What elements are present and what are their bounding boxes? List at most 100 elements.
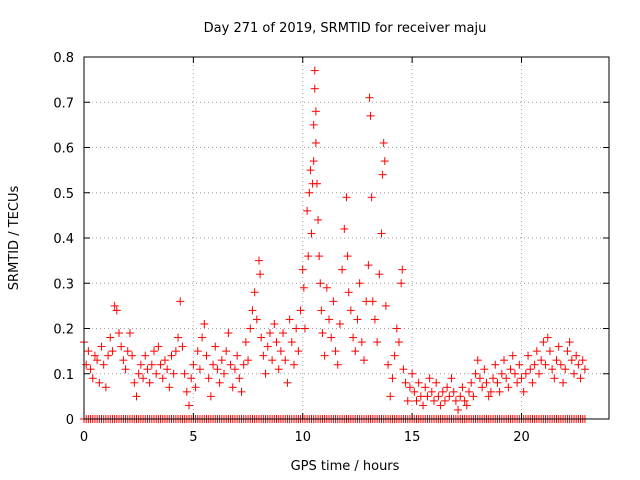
data-point [390, 351, 399, 360]
y-tick-label: 0.1 [53, 368, 74, 383]
data-point [379, 138, 388, 147]
data-point [167, 351, 176, 360]
data-point [401, 378, 410, 387]
data-point [530, 360, 539, 369]
data-point [195, 365, 204, 374]
data-point [451, 396, 460, 405]
data-point [314, 215, 323, 224]
x-tick-label: 15 [404, 430, 421, 445]
data-point [521, 369, 530, 378]
data-point [130, 378, 139, 387]
data-point [370, 315, 379, 324]
data-point [191, 383, 200, 392]
data-point [331, 347, 340, 356]
y-tick-label: 0.7 [53, 96, 74, 111]
y-tick-label: 0.3 [53, 277, 74, 292]
data-point [357, 338, 366, 347]
data-point [526, 365, 535, 374]
data-point [294, 347, 303, 356]
data-point [508, 351, 517, 360]
data-point [408, 369, 417, 378]
data-point [489, 374, 498, 383]
data-point [539, 338, 548, 347]
data-point [342, 193, 351, 202]
data-point [189, 360, 198, 369]
data-point [104, 351, 113, 360]
data-point [380, 157, 389, 166]
data-point [344, 288, 353, 297]
data-point [125, 329, 134, 338]
data-point [198, 333, 207, 342]
data-point [185, 401, 193, 410]
data-point [327, 333, 336, 342]
data-point [469, 392, 478, 401]
data-point [90, 351, 99, 360]
data-point [434, 392, 443, 401]
data-point [318, 329, 327, 338]
data-point [493, 378, 502, 387]
data-point [292, 324, 301, 333]
data-point [152, 369, 161, 378]
data-point [283, 378, 292, 387]
x-tick-label: 20 [513, 430, 530, 445]
data-point [346, 306, 355, 315]
data-point [204, 374, 213, 383]
data-point [93, 356, 102, 365]
data-point [252, 315, 261, 324]
data-point [386, 392, 395, 401]
data-point [460, 396, 469, 405]
data-point [338, 265, 347, 274]
data-point [237, 387, 246, 396]
data-point [299, 283, 308, 292]
data-point [171, 347, 180, 356]
data-point [213, 365, 222, 374]
x-tick-label: 5 [189, 430, 197, 445]
data-point [537, 356, 546, 365]
data-point [445, 392, 454, 401]
data-point [259, 351, 268, 360]
data-point [303, 206, 312, 215]
data-point [147, 360, 156, 369]
data-point [228, 383, 237, 392]
data-point [244, 356, 253, 365]
data-point [541, 360, 550, 369]
data-point [257, 333, 266, 342]
data-point [300, 324, 309, 333]
data-point [524, 351, 533, 360]
data-point [462, 401, 471, 410]
data-point [145, 378, 154, 387]
data-point [447, 374, 456, 383]
data-point [311, 138, 320, 147]
data-point [156, 360, 165, 369]
data-point [202, 351, 211, 360]
data-point [506, 365, 515, 374]
y-tick-label: 0.2 [53, 323, 74, 338]
data-point [329, 297, 338, 306]
data-point [440, 396, 449, 405]
data-point [430, 396, 438, 405]
data-point [309, 120, 318, 129]
data-point [315, 252, 324, 261]
data-point [365, 93, 374, 102]
data-point [230, 365, 239, 374]
data-point [381, 301, 390, 310]
data-point [388, 374, 397, 383]
data-point [217, 356, 226, 365]
data-point [158, 374, 167, 383]
data-point [500, 356, 508, 365]
data-point [101, 383, 110, 392]
data-point [475, 374, 484, 383]
data-point [134, 369, 143, 378]
data-point [548, 365, 557, 374]
data-point [265, 329, 274, 338]
data-point [86, 365, 95, 374]
data-point [343, 252, 352, 261]
data-point [226, 360, 235, 369]
data-point [121, 365, 130, 374]
data-point [473, 356, 482, 365]
data-point [182, 387, 191, 396]
data-point [335, 319, 344, 328]
y-tick-label: 0.6 [53, 142, 74, 157]
data-point [211, 342, 220, 351]
data-point [570, 369, 578, 378]
